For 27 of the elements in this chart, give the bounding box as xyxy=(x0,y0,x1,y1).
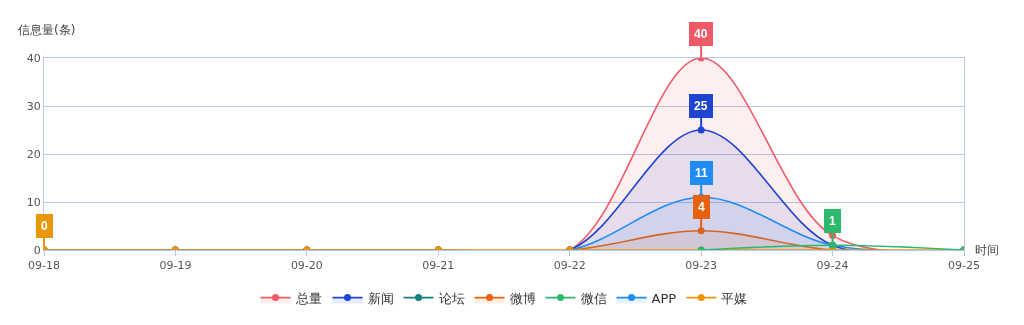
x-tick-label: 09-25 xyxy=(948,259,980,273)
y-axis-title: 信息量(条) xyxy=(18,23,76,37)
y-tick-label: 0 xyxy=(33,243,41,257)
x-tick-label: 09-22 xyxy=(553,259,586,273)
legend-label: 微信 xyxy=(580,290,607,306)
x-tick-label: 09-20 xyxy=(290,259,323,273)
annotation: 1 xyxy=(829,214,836,228)
legend-label: 论坛 xyxy=(438,290,465,306)
y-tick-label: 30 xyxy=(26,99,41,113)
legend-label: 平媒 xyxy=(721,290,748,306)
y-tick-label: 20 xyxy=(26,147,41,161)
y-tick-label: 10 xyxy=(26,195,41,209)
x-tick-label: 09-19 xyxy=(159,259,192,273)
legend-label: 微博 xyxy=(509,290,536,306)
legend-label: 总量 xyxy=(294,290,322,306)
annotation: 40 xyxy=(694,27,708,41)
y-tick-label: 40 xyxy=(26,51,41,65)
annotation: 4 xyxy=(698,200,705,214)
legend-label: APP xyxy=(651,290,677,306)
annotation: 11 xyxy=(695,166,709,180)
annotation: 25 xyxy=(694,99,708,113)
x-tick-label: 09-18 xyxy=(28,259,60,273)
x-axis-title: 时间 xyxy=(975,243,999,257)
x-tick-label: 09-24 xyxy=(816,259,849,273)
x-tick-label: 09-23 xyxy=(685,259,718,273)
x-tick-label: 09-21 xyxy=(422,259,455,273)
legend-label: 新闻 xyxy=(367,290,394,306)
